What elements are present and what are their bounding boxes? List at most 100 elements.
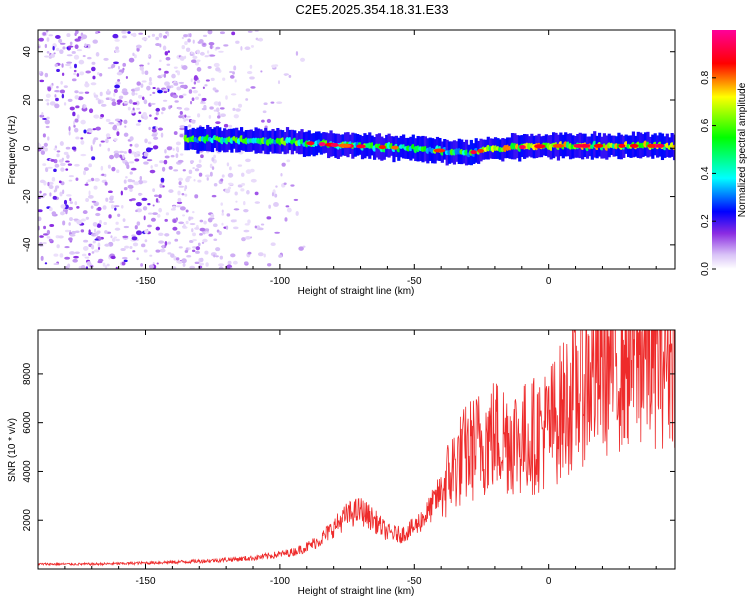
heatmap-noise-cell xyxy=(151,33,156,37)
heatmap-noise-cell xyxy=(113,92,116,97)
heatmap-noise-cell xyxy=(179,125,186,129)
heatmap-noise-cell xyxy=(113,153,120,158)
heatmap-noise-cell xyxy=(144,239,148,243)
heatmap-noise-cell xyxy=(90,205,94,209)
heatmap-noise-cell xyxy=(177,197,182,203)
heatmap-noise-cell xyxy=(76,49,83,52)
heatmap-noise-cell xyxy=(135,44,142,49)
heatmap-noise-cell xyxy=(254,191,259,196)
heatmap-noise-cell xyxy=(271,64,277,68)
heatmap-noise-cell xyxy=(85,81,88,84)
heatmap-noise-cell xyxy=(201,107,207,111)
heatmap-noise-cell xyxy=(190,78,193,83)
heatmap-noise-cell xyxy=(65,146,71,150)
heatmap-noise-cell xyxy=(123,259,128,263)
heatmap-noise-cell xyxy=(85,216,90,220)
heatmap-noise-cell xyxy=(243,229,250,233)
heatmap-noise-cell xyxy=(69,197,72,202)
spectrogram-y-tick-label: 40 xyxy=(22,46,33,58)
heatmap-noise-cell xyxy=(152,145,159,150)
heatmap-noise-cell xyxy=(117,102,121,105)
heatmap-noise-cell xyxy=(115,49,120,53)
heatmap-noise-cell xyxy=(243,208,249,213)
heatmap-noise-cell xyxy=(273,201,279,207)
heatmap-noise-cell xyxy=(124,245,130,249)
heatmap-noise-cell xyxy=(172,226,178,231)
heatmap-noise-cell xyxy=(45,125,50,129)
heatmap-noise-cell xyxy=(276,101,283,104)
heatmap-noise-cell xyxy=(232,107,236,111)
heatmap-noise-cell xyxy=(72,258,78,263)
heatmap-noise-cell xyxy=(217,112,221,116)
heatmap-noise-cell xyxy=(217,115,221,119)
snr-panel: -150 -100 -50 0 2000 4000 6000 8000 Height of … xyxy=(7,329,676,597)
heatmap-noise-cell xyxy=(181,44,185,50)
heatmap-noise-cell xyxy=(223,44,229,47)
spectrogram-x-tick-label: -100 xyxy=(270,276,290,287)
heatmap-noise-cell xyxy=(109,195,114,199)
heatmap-noise-cell xyxy=(42,133,46,138)
heatmap-noise-cell xyxy=(263,102,268,106)
heatmap-noise-cell xyxy=(212,223,218,228)
heatmap-noise-cell xyxy=(167,50,170,53)
heatmap-noise-cell xyxy=(86,261,92,266)
heatmap-noise-cell xyxy=(183,118,186,123)
heatmap-noise-cell xyxy=(133,152,138,158)
spectrogram-y-tick-label: 0 xyxy=(22,145,33,151)
heatmap-noise-cell xyxy=(195,96,199,100)
heatmap-noise-cell xyxy=(166,146,173,151)
heatmap-noise-cell xyxy=(74,201,78,206)
heatmap-noise-cell xyxy=(122,62,127,67)
snr-y-tick-label: 4000 xyxy=(22,460,33,483)
snr-y-label: SNR (10 * v/v) xyxy=(7,418,18,482)
heatmap-noise-cell xyxy=(122,154,125,160)
heatmap-noise-cell xyxy=(284,73,288,76)
heatmap-noise-cell xyxy=(88,130,93,133)
heatmap-noise-cell xyxy=(224,188,231,194)
heatmap-noise-cell xyxy=(184,193,188,197)
heatmap-noise-cell xyxy=(176,230,181,235)
heatmap-noise-cell xyxy=(94,177,100,182)
heatmap-noise-cell xyxy=(218,231,222,236)
heatmap-noise-cell xyxy=(135,123,141,126)
heatmap-noise-cell xyxy=(47,86,52,92)
spectrogram-x-tick-label: 0 xyxy=(546,276,552,287)
snr-y-tick-label: 8000 xyxy=(22,362,33,385)
heatmap-noise-cell xyxy=(44,119,50,125)
heatmap-noise-cell xyxy=(173,219,177,223)
heatmap-noise-cell xyxy=(139,64,144,67)
heatmap-noise-cell xyxy=(136,81,141,86)
heatmap-noise-cell xyxy=(131,236,138,241)
heatmap-noise-cell xyxy=(228,124,233,128)
heatmap-noise-cell xyxy=(218,50,224,53)
heatmap-noise-cell xyxy=(82,245,89,251)
heatmap-noise-cell xyxy=(190,51,193,55)
heatmap-noise-cell xyxy=(177,190,181,196)
heatmap-noise-cell xyxy=(180,84,186,89)
heatmap-noise-cell xyxy=(44,43,48,49)
heatmap-noise-cell xyxy=(254,225,258,229)
heatmap-noise-cell xyxy=(213,62,220,68)
heatmap-noise-cell xyxy=(118,95,124,99)
heatmap-noise-cell xyxy=(113,205,120,208)
heatmap-noise-cell xyxy=(246,190,250,195)
heatmap-noise-cell xyxy=(108,121,115,125)
heatmap-noise-cell xyxy=(283,182,287,185)
heatmap-noise-cell xyxy=(42,193,47,196)
heatmap-noise-cell xyxy=(85,181,89,185)
heatmap-noise-cell xyxy=(188,89,193,94)
heatmap-noise-cell xyxy=(286,159,291,163)
heatmap-noise-cell xyxy=(53,52,56,55)
heatmap-noise-cell xyxy=(284,217,288,222)
heatmap-noise-cell xyxy=(138,32,143,35)
heatmap-noise-cell xyxy=(244,223,250,226)
heatmap-noise-cell xyxy=(232,260,238,265)
heatmap-noise-cell xyxy=(147,35,151,38)
heatmap-noise-cell xyxy=(226,162,230,167)
heatmap-noise-cell xyxy=(191,86,196,89)
heatmap-noise-cell xyxy=(198,159,202,163)
heatmap-noise-cell xyxy=(47,181,50,187)
heatmap-noise-cell xyxy=(178,95,184,99)
heatmap-noise-cell xyxy=(153,136,159,140)
